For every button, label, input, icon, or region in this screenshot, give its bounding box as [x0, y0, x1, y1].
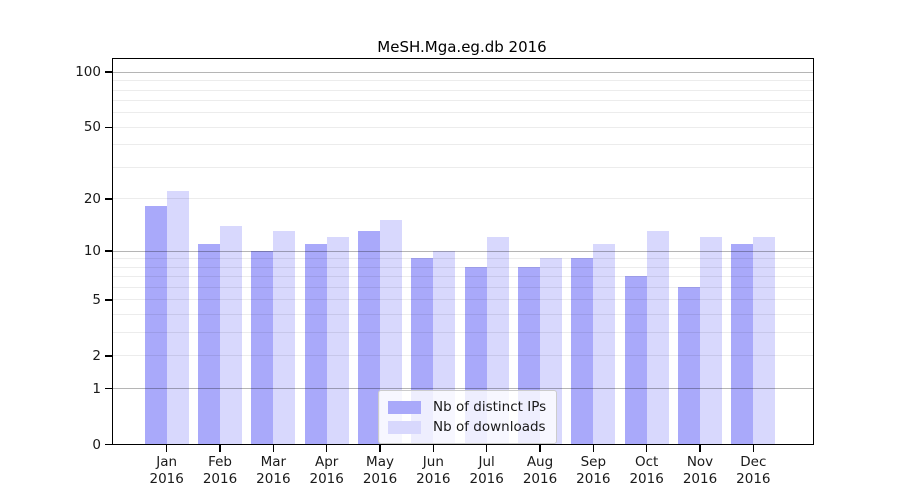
- x-tick-label-jun: Jun 2016: [416, 454, 451, 487]
- bar-ips-sep: [571, 258, 594, 444]
- bar-ips-oct: [624, 276, 647, 444]
- x-tick-label-nov: Nov 2016: [682, 454, 718, 487]
- x-tick-mark-apr: [325, 444, 328, 452]
- chart-title: MeSH.Mga.eg.db 2016: [377, 38, 547, 56]
- minor-gridline-50: [113, 126, 813, 128]
- y-tick-label-2: 2: [92, 347, 101, 364]
- x-tick-label-apr: Apr 2016: [309, 454, 344, 487]
- x-tick-mark-dec: [752, 444, 755, 452]
- x-tick-label-jul: Jul 2016: [469, 454, 504, 487]
- x-tick-mark-oct: [645, 444, 648, 452]
- x-tick-mark-sep: [592, 444, 595, 452]
- legend-label-downloads: Nb of downloads: [433, 419, 546, 435]
- legend-row-downloads: Nb of downloads: [388, 417, 546, 437]
- major-gridline-100: [113, 71, 813, 73]
- minor-gridline-60: [113, 112, 813, 114]
- y-tick-mark-1: [105, 387, 112, 390]
- x-tick-mark-aug: [539, 444, 541, 452]
- legend-label-distinct-ips: Nb of distinct IPs: [433, 399, 547, 415]
- bar-downloads-jan: [166, 191, 189, 444]
- bar-downloads-sep: [593, 243, 616, 444]
- x-tick-label-feb: Feb 2016: [202, 454, 238, 487]
- bar-downloads-apr: [326, 237, 349, 444]
- x-tick-label-sep: Sep 2016: [576, 454, 611, 487]
- legend-swatch-downloads: [388, 420, 421, 434]
- bar-ips-may: [358, 231, 381, 444]
- minor-gridline-40: [113, 144, 813, 146]
- y-tick-label-1: 1: [92, 380, 101, 397]
- y-tick-label-20: 20: [83, 190, 101, 207]
- bar-downloads-feb: [220, 225, 243, 444]
- y-tick-mark-100: [105, 71, 112, 73]
- plot-area: [112, 58, 814, 445]
- minor-gridline-30: [113, 166, 813, 168]
- x-tick-mark-nov: [699, 444, 701, 452]
- minor-gridline-20: [113, 198, 813, 200]
- x-tick-label-may: May 2016: [362, 454, 398, 487]
- minor-gridline-80: [113, 89, 813, 91]
- bar-ips-apr: [304, 243, 327, 444]
- x-tick-label-aug: Aug 2016: [522, 454, 558, 487]
- x-tick-mark-jan: [165, 444, 168, 452]
- bar-ips-nov: [678, 287, 700, 444]
- y-tick-label-50: 50: [83, 119, 101, 136]
- y-tick-mark-2: [105, 355, 112, 357]
- x-tick-label-dec: Dec 2016: [736, 454, 771, 487]
- bar-ips-dec: [731, 243, 754, 444]
- y-tick-label-100: 100: [75, 64, 101, 81]
- bar-downloads-dec: [753, 237, 776, 444]
- y-tick-mark-20: [105, 198, 112, 200]
- x-tick-mark-jul: [485, 444, 488, 452]
- minor-gridline-90: [113, 80, 813, 82]
- x-tick-label-jan: Jan 2016: [149, 454, 184, 487]
- bar-downloads-nov: [700, 237, 722, 444]
- bar-ips-feb: [198, 243, 221, 444]
- bar-downloads-may: [380, 220, 403, 444]
- legend: Nb of distinct IPs Nb of downloads: [378, 390, 558, 444]
- y-tick-mark-10: [105, 250, 112, 252]
- legend-row-distinct-ips: Nb of distinct IPs: [388, 397, 546, 417]
- minor-gridline-70: [113, 100, 813, 102]
- bar-ips-jan: [144, 206, 167, 444]
- y-tick-label-5: 5: [92, 291, 101, 308]
- bar-ips-mar: [251, 250, 274, 444]
- x-tick-label-oct: Oct 2016: [629, 454, 664, 487]
- y-tick-mark-5: [105, 299, 112, 301]
- x-tick-mark-mar: [272, 444, 275, 452]
- y-tick-mark-0: [105, 443, 112, 446]
- x-tick-label-mar: Mar 2016: [256, 454, 291, 487]
- bar-downloads-mar: [273, 231, 296, 444]
- x-tick-mark-jun: [432, 444, 435, 452]
- y-tick-label-10: 10: [83, 243, 101, 260]
- y-tick-mark-50: [105, 126, 112, 129]
- legend-swatch-distinct-ips: [388, 400, 421, 414]
- x-tick-mark-feb: [219, 444, 221, 452]
- x-tick-mark-may: [379, 444, 381, 452]
- bar-downloads-oct: [646, 231, 669, 444]
- y-tick-label-0: 0: [92, 436, 101, 453]
